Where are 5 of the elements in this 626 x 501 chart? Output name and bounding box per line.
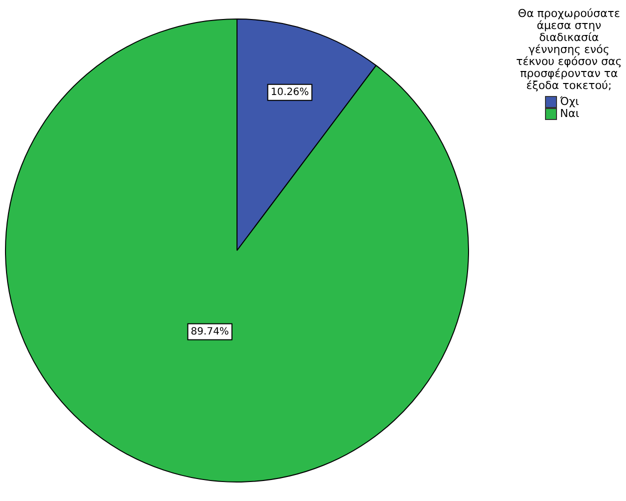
- data-label: 89.74%: [190, 326, 229, 338]
- slice-label: Ναι: [560, 107, 580, 120]
- data-label: 10.26%: [270, 87, 309, 98]
- legend-label: Όχι: [560, 95, 580, 108]
- legend-title: Θα προχωρούσατε άμεσα στην διαδικασία γέννησης ενός τέκνου εφόσον σας προσφέρονταν τα έξοδα τοκετού;: [515, 7, 623, 92]
